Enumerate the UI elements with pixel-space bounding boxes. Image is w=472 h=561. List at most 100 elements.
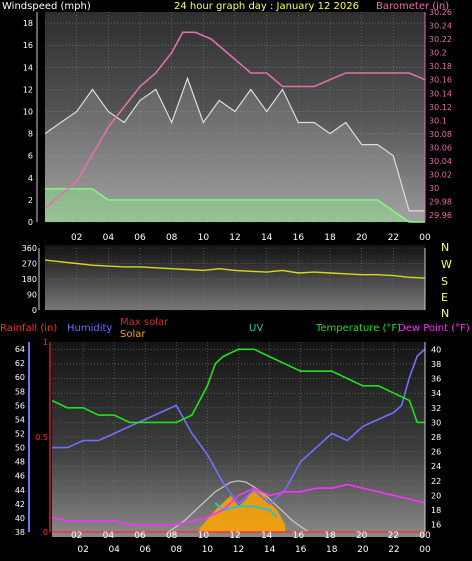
uv-legend: UV (249, 323, 264, 334)
wind-y-tick-12: 12 (23, 85, 33, 94)
env3-x-tick-02: 02 (77, 545, 88, 555)
env-x-tick-12: 12 (229, 531, 240, 541)
temp-y-tick-38: 38 (431, 360, 441, 369)
env3-x-tick-04: 04 (108, 545, 120, 555)
baro-y-tick-30.04: 30.04 (429, 157, 452, 166)
wind-x-tick-22: 22 (388, 233, 399, 243)
dir-y-tick-90: 90 (27, 291, 37, 300)
temp-y-tick-34: 34 (431, 389, 441, 398)
humidity-y-tick-42: 42 (15, 500, 25, 509)
uv-line (214, 502, 279, 519)
humidity-y-tick-40: 40 (15, 514, 25, 523)
temp-y-tick-16: 16 (431, 521, 441, 530)
env-x-tick-20: 20 (356, 531, 368, 541)
wind-x-tick-02: 02 (71, 233, 82, 243)
baro-y-tick-30: 30 (429, 184, 439, 193)
wind-x-tick-20: 20 (356, 233, 368, 243)
env-x-tick-22: 22 (388, 531, 399, 541)
baro-y-tick-29.98: 29.98 (429, 198, 452, 207)
humidity-y-tick-54: 54 (15, 415, 25, 424)
wind-y-tick-14: 14 (23, 63, 33, 72)
baro-y-tick-30.1: 30.1 (429, 116, 447, 125)
temp-y-tick-32: 32 (431, 404, 441, 413)
rain-y-tick-1: 1 (43, 338, 48, 347)
dir-y-tick-360: 360 (22, 244, 37, 253)
humidity-y-tick-60: 60 (15, 373, 25, 382)
humidity-y-tick-62: 62 (15, 359, 25, 368)
humidity-legend: Humidity (67, 323, 113, 334)
env-x-tick-00: 00 (419, 531, 431, 541)
baro-y-tick-30.26: 30.26 (429, 8, 452, 17)
wind-x-tick-10: 10 (198, 233, 210, 243)
humidity-y-tick-58: 58 (15, 387, 25, 396)
humidity-y-tick-46: 46 (15, 472, 25, 481)
wind-avg-area (45, 188, 425, 222)
wind-y-tick-10: 10 (23, 107, 33, 116)
temperature-line (51, 348, 425, 424)
env3-x-tick-06: 06 (140, 545, 152, 555)
wind-x-tick-08: 08 (166, 233, 178, 243)
compass-n-bottom: N (441, 307, 450, 320)
env-x-tick-18: 18 (324, 531, 336, 541)
temp-y-tick-18: 18 (431, 506, 441, 515)
humidity-line (52, 348, 426, 506)
baro-y-tick-30.02: 30.02 (429, 171, 452, 180)
humidity-y-tick-50: 50 (15, 444, 25, 453)
baro-y-tick-30.14: 30.14 (429, 89, 452, 98)
env3-x-tick-10: 10 (202, 545, 214, 555)
compass-e: E (441, 291, 448, 304)
windspeed-axis-title: Windspeed (mph) (2, 1, 91, 12)
baro-y-tick-30.24: 30.24 (429, 22, 452, 31)
env3-x-tick-14: 14 (264, 545, 276, 555)
temp-y-tick-26: 26 (431, 448, 441, 457)
axes (28, 12, 426, 532)
humidity-y-tick-48: 48 (15, 458, 25, 467)
baro-y-tick-30.12: 30.12 (429, 103, 452, 112)
env3-x-tick-08: 08 (171, 545, 183, 555)
baro-y-tick-29.96: 29.96 (429, 211, 452, 220)
env-x-tick-16: 16 (293, 531, 305, 541)
humidity-y-tick-44: 44 (15, 486, 25, 495)
env-x-tick-02: 02 (71, 531, 82, 541)
env3-x-tick-16: 16 (295, 545, 307, 555)
humidity-y-tick-52: 52 (15, 429, 25, 438)
compass-s: S (441, 275, 448, 288)
solar-legend: Solar (120, 329, 146, 340)
wind-y-tick-6: 6 (28, 152, 33, 161)
baro-y-tick-30.18: 30.18 (429, 62, 452, 71)
max-solar-legend: Max solar (120, 317, 169, 328)
temp-y-tick-28: 28 (431, 433, 441, 442)
wind-x-tick-04: 04 (103, 233, 115, 243)
env3-x-tick-20: 20 (357, 545, 369, 555)
humidity-y-tick-56: 56 (15, 401, 25, 410)
rain-y-tick-0: 0 (43, 528, 48, 537)
wind-x-tick-06: 06 (134, 233, 146, 243)
env-x-tick-06: 06 (134, 531, 146, 541)
baro-y-tick-30.2: 30.2 (429, 49, 447, 58)
env-x-tick-08: 08 (166, 531, 178, 541)
wind-avg-line (45, 188, 425, 223)
baro-y-tick-30.22: 30.22 (429, 35, 452, 44)
temp-y-tick-22: 22 (431, 477, 441, 486)
wind-x-tick-16: 16 (293, 233, 305, 243)
direction-series (44, 259, 426, 279)
dir-y-tick-270: 270 (22, 260, 37, 269)
gust-line (44, 76, 425, 212)
grid-direction (45, 247, 426, 311)
temperature-legend: Temperature (°F) (316, 323, 402, 334)
wind-x-tick-12: 12 (229, 233, 240, 243)
dewpoint-legend: Dew Point (°F) (398, 323, 470, 334)
baro-y-tick-30.06: 30.06 (429, 143, 452, 152)
barometer-axis-title: Barometer (in) (376, 1, 450, 12)
rain-y-tick-0.5: 0.5 (35, 433, 48, 442)
wind-y-tick-8: 8 (28, 130, 33, 139)
wind-y-tick-18: 18 (23, 19, 33, 28)
wind-x-tick-18: 18 (324, 233, 336, 243)
wind-y-tick-2: 2 (28, 196, 33, 205)
wind-y-tick-16: 16 (23, 41, 33, 50)
humidity-y-tick-38: 38 (15, 528, 25, 537)
env3-x-tick-00: 00 (419, 545, 431, 555)
temp-y-tick-30: 30 (431, 418, 441, 427)
baro-y-tick-30.16: 30.16 (429, 76, 452, 85)
